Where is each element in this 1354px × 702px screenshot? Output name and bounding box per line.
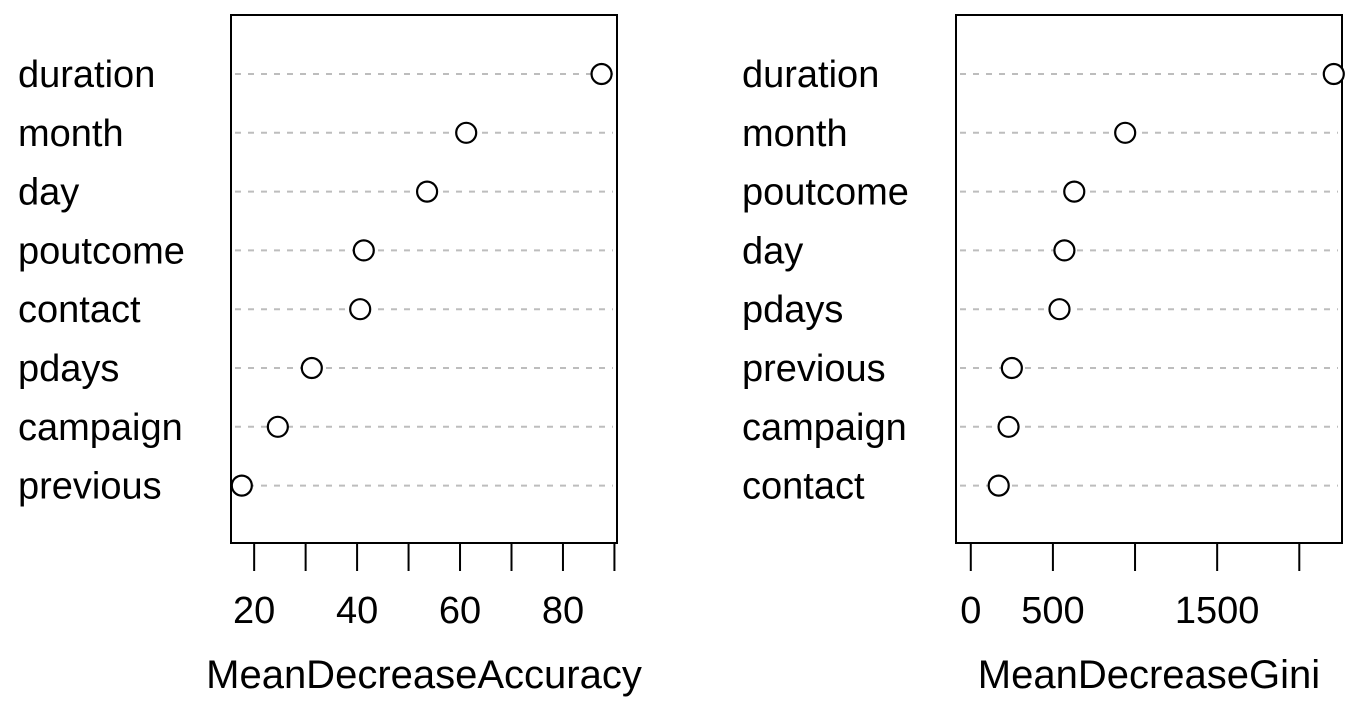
variable-label: month [18,113,124,155]
data-point [997,415,1020,438]
data-point [1114,121,1137,144]
variable-label: day [742,230,803,272]
variable-label: day [18,172,79,214]
x-tick-label: 20 [233,590,275,632]
variable-label: poutcome [742,172,909,214]
data-points [987,62,1345,497]
data-point [590,62,613,86]
x-axis-title: MeanDecreaseGini [978,653,1320,697]
variable-label: duration [742,54,879,96]
variable-label: campaign [18,407,183,449]
variable-label: previous [18,466,162,508]
variable-label: pdays [742,289,843,331]
panel-mean-decrease-accuracy: duration month day poutcome contact pdays camp… [18,14,642,697]
x-tick-label: 60 [439,590,481,632]
data-point [300,356,323,380]
x-axis-title: MeanDecreaseAccuracy [206,653,642,697]
plot-frame [955,14,1343,544]
variable-labels: duration month day poutcome contact pdays camp… [18,54,185,508]
data-point [1322,62,1345,86]
data-point [230,474,253,497]
guide-lines [960,73,1338,487]
panel-mean-decrease-gini: duration month poutcome day pdays previous cam… [742,14,1345,697]
x-tick-label: 80 [542,590,584,632]
data-point [455,121,478,144]
data-point [987,474,1010,497]
variable-label: month [742,113,848,155]
variable-label: previous [742,348,886,390]
guide-lines [235,73,613,487]
data-point [349,298,372,321]
data-point [1053,239,1076,262]
variable-label: duration [18,54,155,96]
variable-label: contact [742,466,865,508]
variable-label: campaign [742,407,907,449]
x-tick-label: 40 [336,590,378,632]
data-point [266,415,289,438]
variable-label: poutcome [18,230,185,272]
x-tick-label: 500 [1021,590,1084,632]
variable-label: contact [18,289,141,331]
x-axis: 0 500 1500 [960,542,1301,632]
data-point [1063,180,1086,203]
variable-labels: duration month poutcome day pdays previous cam… [742,54,909,508]
variable-label: pdays [18,348,119,390]
data-point [352,239,375,262]
data-point [415,180,439,203]
plot-frame [230,14,618,544]
x-tick-label: 1500 [1175,590,1260,632]
x-axis: 20 40 60 80 [233,542,616,632]
data-point [1048,298,1071,321]
data-points [230,62,613,497]
data-point [1000,356,1023,380]
x-tick-label: 0 [960,590,981,632]
